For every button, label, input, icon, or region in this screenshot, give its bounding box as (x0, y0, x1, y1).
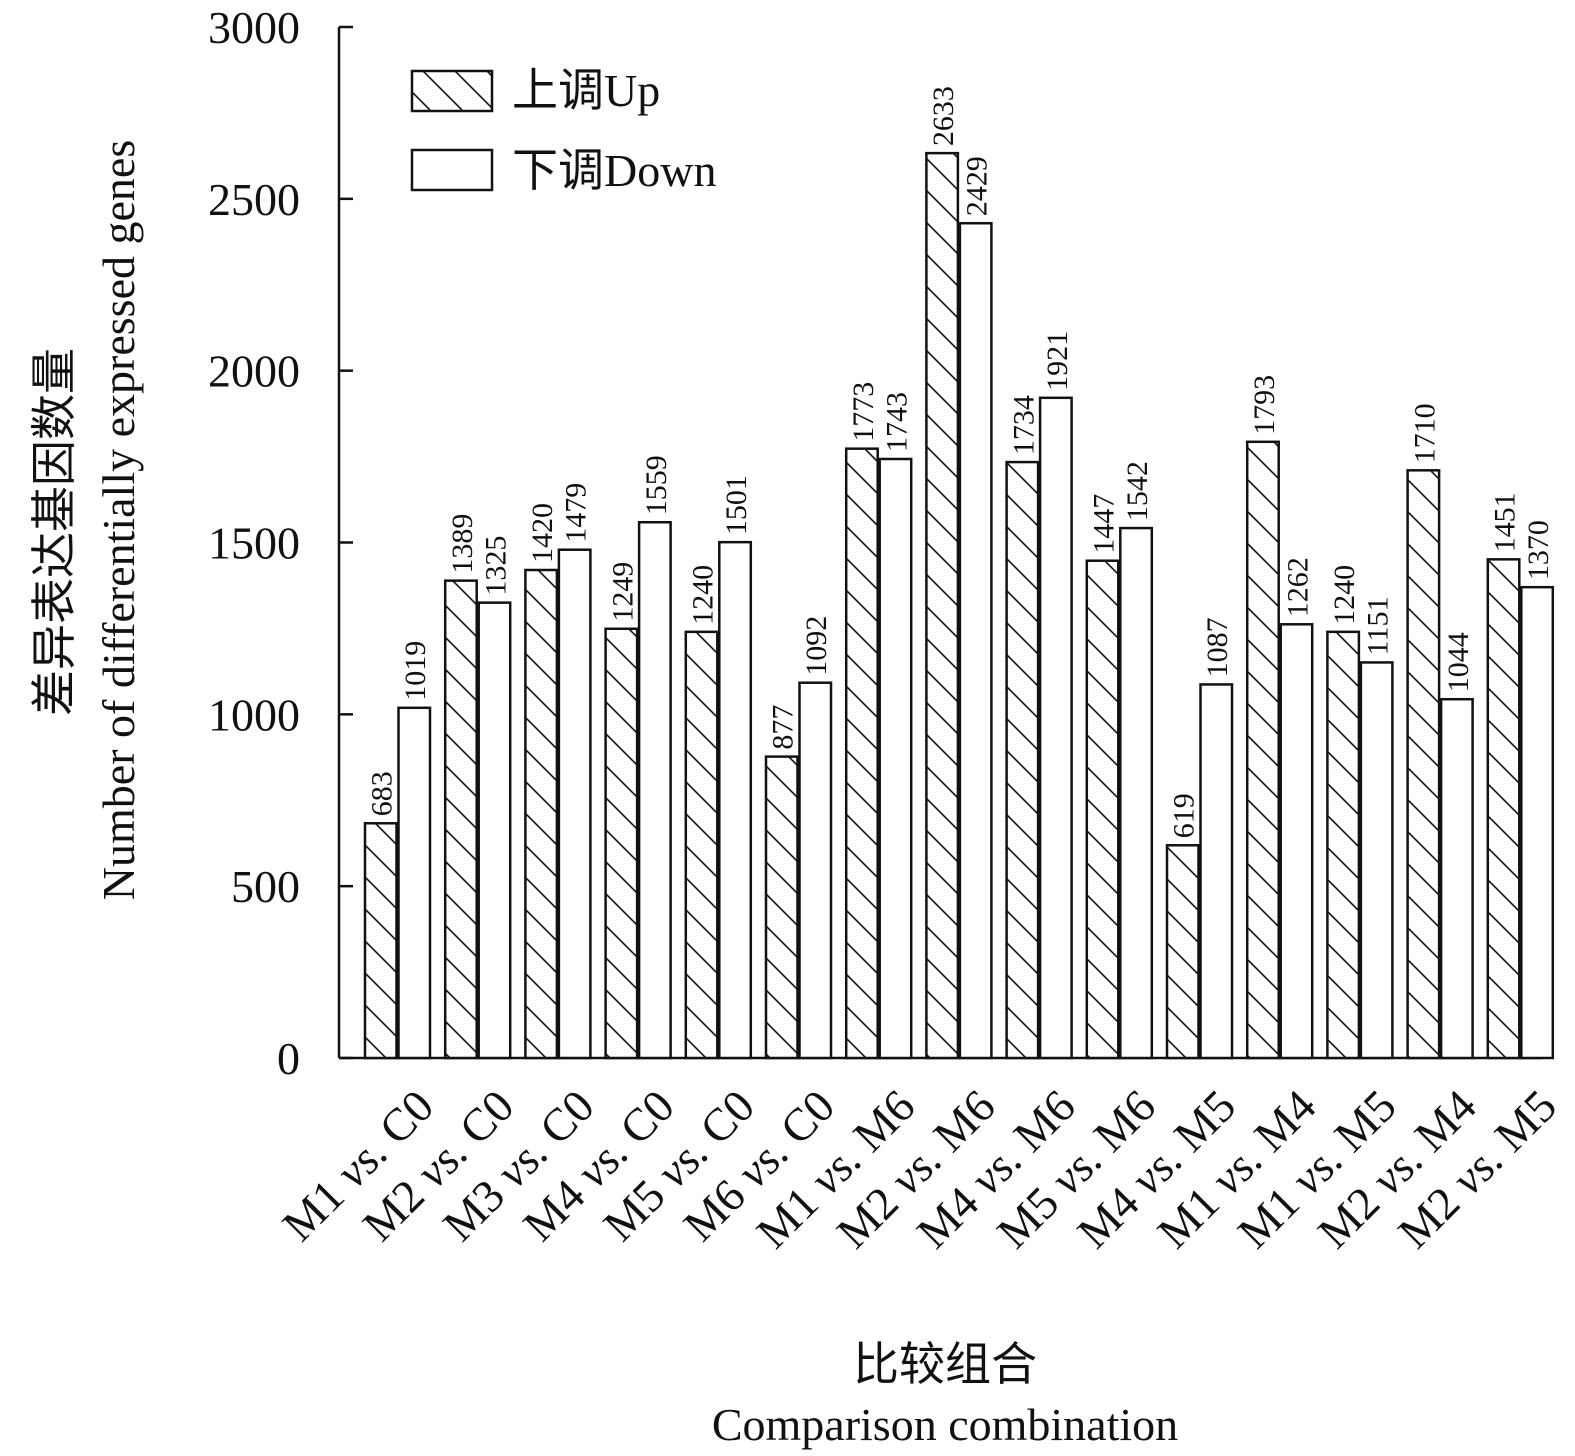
value-label-down: 1044 (1442, 632, 1475, 692)
value-label-down: 1092 (800, 616, 833, 676)
value-label-down: 1087 (1201, 617, 1234, 677)
y-tick-label: 0 (277, 1033, 300, 1084)
value-label-up: 1420 (526, 503, 559, 563)
category-label: M1 vs. M4 (1148, 1080, 1326, 1258)
y-tick-label: 500 (231, 861, 300, 912)
bar-down (1520, 585, 1555, 1060)
bar-down (397, 706, 432, 1060)
bar-up (1085, 559, 1120, 1060)
y-tick-label: 1000 (208, 689, 300, 740)
value-label-down: 1151 (1362, 597, 1395, 656)
value-label-up: 2633 (927, 86, 960, 146)
value-label-up: 1249 (606, 562, 639, 622)
bar-up (684, 630, 719, 1060)
bars (363, 151, 1555, 1060)
value-label-down: 1559 (640, 455, 673, 515)
value-label-down: 1921 (1041, 331, 1074, 391)
value-label-down: 2429 (961, 156, 994, 216)
bar-down (1359, 661, 1394, 1060)
bar-up (443, 579, 478, 1060)
value-label-down: 1019 (399, 641, 432, 701)
y-tick-label: 2500 (208, 174, 300, 225)
bar-down (557, 548, 592, 1060)
bar-down (1038, 396, 1073, 1060)
value-label-down: 1370 (1522, 520, 1555, 580)
legend: 上调Up 下调Down (410, 65, 716, 196)
y-tick-label: 2000 (208, 346, 300, 397)
legend-swatch-up (410, 69, 494, 113)
bar-down (1439, 697, 1474, 1060)
value-label-up: 683 (366, 771, 399, 816)
bar-down (477, 601, 512, 1060)
bar-down (798, 681, 833, 1060)
bar-down (1119, 526, 1154, 1060)
y-axis-title-en: Number of differentially expressed genes (93, 140, 144, 900)
bar-up (1165, 844, 1200, 1060)
legend-label-down: 下调Down (512, 145, 716, 196)
value-label-up: 1240 (687, 565, 720, 625)
bar-down (718, 540, 753, 1060)
bar-up (1406, 469, 1441, 1060)
value-label-up: 1710 (1408, 403, 1441, 463)
bar-up (524, 568, 559, 1060)
bar-up (604, 627, 639, 1060)
value-label-up: 1240 (1328, 565, 1361, 625)
bar-up (1005, 460, 1040, 1060)
bar-down (1199, 683, 1234, 1060)
bar-up (1245, 440, 1280, 1060)
y-axis: 0 500 1000 1500 2000 2500 3000 (208, 2, 353, 1084)
value-label-down: 1501 (720, 475, 753, 535)
value-label-up: 1793 (1248, 375, 1281, 435)
value-label-up: 877 (767, 705, 800, 750)
bar-up (925, 151, 960, 1060)
value-label-down: 1479 (560, 483, 593, 543)
value-label-up: 619 (1168, 793, 1201, 838)
bar-down (878, 457, 913, 1060)
x-axis-title-cn: 比较组合 (853, 1339, 1037, 1390)
value-label-down: 1262 (1281, 557, 1314, 617)
y-tick-label: 1500 (208, 518, 300, 569)
bar-down (958, 221, 993, 1060)
bar-down (637, 520, 672, 1060)
bar-up (764, 755, 799, 1060)
value-label-down: 1743 (880, 392, 913, 452)
x-axis-title-en: Comparison combination (712, 1399, 1178, 1450)
value-label-down: 1325 (479, 536, 512, 596)
value-label-up: 1451 (1489, 492, 1522, 552)
bar-down (1279, 623, 1314, 1060)
y-tick-label: 3000 (208, 2, 300, 53)
y-axis-title-cn: 差异表达基因数量 (29, 348, 80, 716)
bar-up (1486, 558, 1521, 1060)
bar-up (1326, 630, 1361, 1060)
bar-up (844, 447, 879, 1060)
legend-swatch-down (410, 148, 494, 192)
bar-up (363, 822, 398, 1060)
value-label-down: 1542 (1121, 461, 1154, 521)
value-label-up: 1734 (1007, 395, 1040, 455)
value-label-up: 1773 (847, 382, 880, 442)
legend-label-up: 上调Up (512, 65, 660, 116)
value-label-up: 1447 (1088, 494, 1121, 554)
value-label-up: 1389 (446, 514, 479, 574)
